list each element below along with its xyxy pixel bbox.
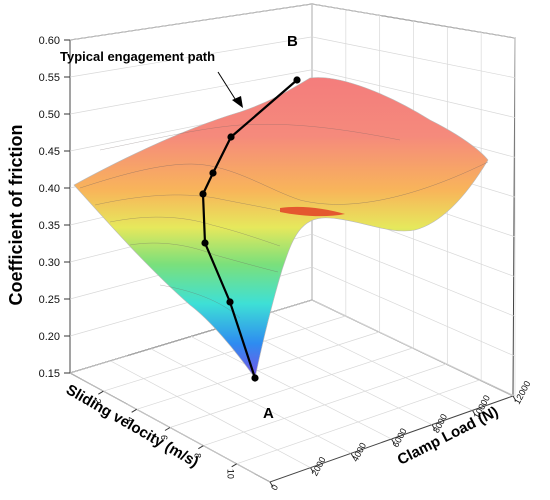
x-axis-ticks: 2 4 6 8 10 [92,390,237,479]
z-tick-label: 0.25 [39,294,60,306]
z-tick-label: 0.45 [39,146,60,158]
x-tick-label: 10 [226,469,236,479]
path-point [293,76,301,84]
y-tick-label: 0 [269,483,280,492]
z-axis-ticks: 0.15 0.20 0.25 0.30 0.35 0.40 0.45 0.50 0.55 0.60 [39,35,70,380]
z-tick-label: 0.35 [39,220,60,232]
x-tick-mark [164,427,171,431]
y-tick-mark [391,438,395,445]
z-axis-title: Coefficient of friction [6,125,26,306]
x-tick-mark [231,463,237,468]
annotation-arrowhead [232,96,243,108]
y-tick-mark [350,453,355,459]
grid-line-x [103,315,346,392]
point-label-start: A [263,405,274,422]
grid-line-z [69,69,313,115]
x-tick-mark [131,408,137,413]
annotation-label: Typical engagement path [60,49,215,64]
x-tick-label: 8 [192,453,202,458]
z-tick-label: 0.40 [39,183,60,195]
y-tick-mark [472,410,476,416]
surface-contours [79,123,489,319]
path-point [251,374,259,382]
z-tick-label: 0.20 [39,331,60,343]
grid-line-z [69,3,313,41]
x-tick-label: 6 [159,435,169,440]
z-tick-label: 0.50 [39,109,60,121]
annotation-arrow [217,71,238,103]
path-point [201,239,209,247]
y-tick-mark [431,424,436,430]
z-tick-label: 0.15 [39,368,60,380]
path-point [199,190,207,198]
grid-line-z [69,36,313,78]
grid-line-x [136,331,380,410]
x-tick-label: 2 [92,399,102,404]
path-point [209,169,217,177]
path-point [227,133,235,141]
grid-line-x [203,363,447,446]
engagement-path-points [199,76,301,382]
grid-line-x [236,379,480,465]
y-tick-mark [310,467,314,473]
z-tick-label: 0.60 [39,35,60,47]
z-tick-label: 0.30 [39,257,60,269]
x-tick-mark [198,445,204,450]
x-tick-mark [98,390,104,395]
grid-line-x [169,347,413,428]
y-tick-mark [269,481,274,488]
y-tick-mark [512,395,517,402]
surface-dip [280,206,345,217]
z-tick-label: 0.55 [39,72,60,84]
path-point [226,298,234,306]
point-label-end: B [287,33,298,50]
x-tick-label: 4 [126,417,136,422]
